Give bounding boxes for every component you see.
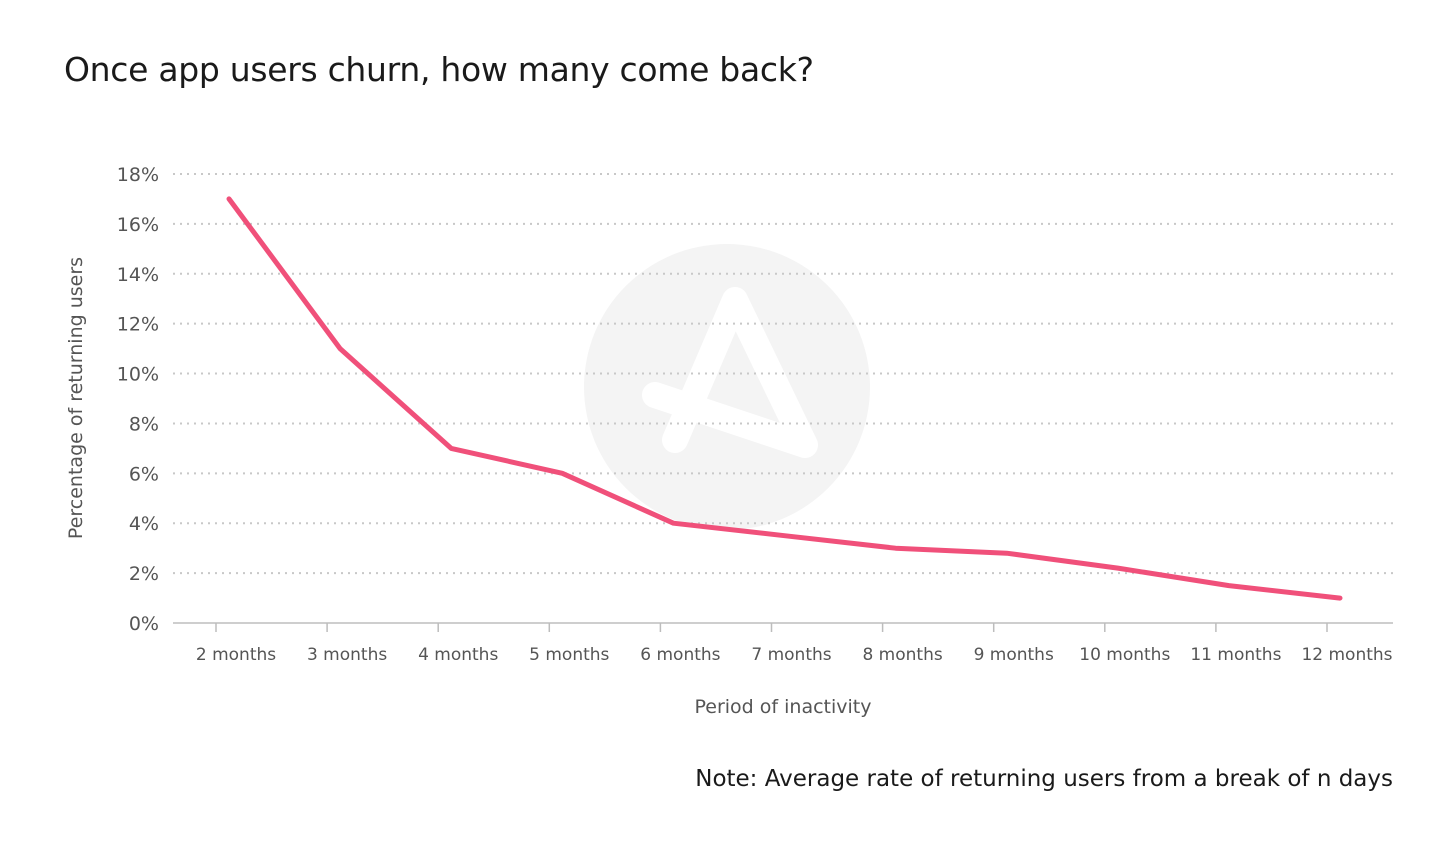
logo-watermark-icon — [584, 244, 870, 530]
y-tick-label: 16% — [117, 214, 159, 236]
y-tick-label: 10% — [117, 364, 159, 386]
chart-title: Once app users churn, how many come back… — [64, 50, 814, 89]
x-tick-label: 11 months — [1190, 645, 1281, 665]
x-tick-label: 12 months — [1301, 645, 1392, 665]
x-tick-label: 9 months — [974, 645, 1054, 665]
x-tick-label: 8 months — [862, 645, 942, 665]
y-tick-label: 8% — [129, 413, 159, 435]
x-tick-label: 3 months — [307, 645, 387, 665]
x-tick-label: 4 months — [418, 645, 498, 665]
y-tick-label: 2% — [129, 563, 159, 585]
y-tick-label: 4% — [129, 513, 159, 535]
x-tick-label: 6 months — [640, 645, 720, 665]
y-tick-label: 0% — [129, 613, 159, 635]
y-tick-label: 14% — [117, 264, 159, 286]
x-tick-label: 2 months — [196, 645, 276, 665]
x-tick-label: 7 months — [751, 645, 831, 665]
y-tick-label: 18% — [117, 164, 159, 186]
chart-note: Note: Average rate of returning users fr… — [695, 766, 1393, 792]
x-tick-label: 5 months — [529, 645, 609, 665]
y-tick-label: 6% — [129, 463, 159, 485]
series-line — [226, 196, 1343, 601]
y-tick-label: 12% — [117, 314, 159, 336]
y-axis-label: Percentage of returning users — [65, 257, 87, 539]
x-axis-label: Period of inactivity — [695, 696, 872, 718]
x-tick-label: 10 months — [1079, 645, 1170, 665]
